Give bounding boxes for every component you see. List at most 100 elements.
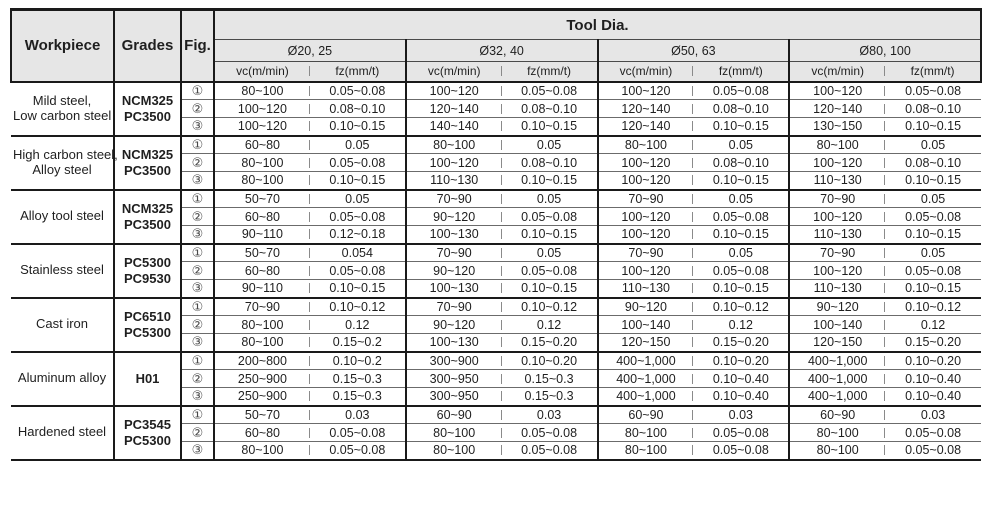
fz-value-cell: 0.05 <box>500 242 598 262</box>
fz-header: fz(mm/t) <box>692 61 790 83</box>
table-row: High carbon steel, Alloy steel NCM325 PC350… <box>11 134 981 190</box>
fz-value-cell: 0.05~0.08 <box>692 423 790 442</box>
vc-value-cell: 300~900 <box>404 350 502 370</box>
fig-cell: ② <box>180 423 214 442</box>
fz-value-cell: 0.12 <box>692 315 790 334</box>
fz-value-cell: 0.03 <box>692 404 790 424</box>
fig-cell: ② <box>180 261 214 280</box>
fz-value-cell: 0.15~0.20 <box>884 333 981 352</box>
fz-value-cell: 0.05 <box>884 134 981 154</box>
fz-value-cell: 0.10~0.40 <box>884 369 981 388</box>
cutting-conditions-page: Workpiece Grades Fig. Tool Dia. Ø20, 25 … <box>10 8 982 461</box>
fz-value-cell: 0.10~0.12 <box>500 296 598 316</box>
fz-value-cell: 0.05~0.08 <box>692 261 790 280</box>
vc-value-cell: 100~130 <box>404 225 502 244</box>
fz-value-cell: 0.10~0.15 <box>692 279 790 298</box>
vc-value-cell: 80~100 <box>213 153 310 172</box>
vc-value-cell: 120~140 <box>596 99 694 118</box>
vc-value-cell: 80~100 <box>404 134 502 154</box>
vc-value-cell: 90~120 <box>788 296 886 316</box>
fz-value-cell: 0.05~0.08 <box>884 207 981 226</box>
fz-value-cell: 0.08~0.10 <box>692 99 790 118</box>
fz-value-cell: 0.10~0.20 <box>692 350 790 370</box>
table-row: ③ 90~110 0.12~0.18 100~130 0.10~0.15 100~120 0… <box>11 225 981 244</box>
fz-value-cell: 0.05 <box>884 242 981 262</box>
fz-value-cell: 0.10~0.15 <box>308 117 406 136</box>
vc-value-cell: 100~120 <box>788 80 886 100</box>
fz-value-cell: 0.15~0.2 <box>308 333 406 352</box>
fig-cell: ① <box>180 242 214 262</box>
fz-value-cell: 0.10~0.15 <box>692 117 790 136</box>
fz-value-cell: 0.10~0.15 <box>692 225 790 244</box>
fz-header: fz(mm/t) <box>884 61 982 83</box>
vc-value-cell: 50~70 <box>213 242 310 262</box>
vc-value-cell: 90~120 <box>596 296 694 316</box>
table-row: Stainless steel PC5300 PC9530 ① 50~70 0.054 70… <box>11 242 981 298</box>
table-row: ② 80~100 0.05~0.08 100~120 0.08~0.10 100~120 0… <box>11 153 981 172</box>
fz-value-cell: 0.10~0.12 <box>308 296 406 316</box>
diameter-header-row: Ø20, 25 Ø32, 40 Ø50, 63 Ø80, 100 <box>11 39 982 62</box>
fz-value-cell: 0.08~0.10 <box>500 153 598 172</box>
vc-fz-header-row: vc(m/min) fz(mm/t) vc(m/min) fz(mm/t) vc… <box>11 61 982 83</box>
vc-value-cell: 70~90 <box>404 188 502 208</box>
fig-cell: ③ <box>180 225 214 244</box>
fig-cell: ③ <box>180 441 214 460</box>
fz-value-cell: 0.15~0.3 <box>308 369 406 388</box>
fig-cell: ① <box>180 296 214 316</box>
vc-value-cell: 80~100 <box>596 134 694 154</box>
fz-value-cell: 0.10~0.15 <box>500 171 598 190</box>
workpiece-cell: High carbon steel, Alloy steel <box>11 134 118 190</box>
table-row: ② 60~80 0.05~0.08 90~120 0.05~0.08 100~120 0.0… <box>11 261 981 280</box>
vc-value-cell: 90~120 <box>404 207 502 226</box>
vc-value-cell: 120~140 <box>596 117 694 136</box>
vc-value-cell: 100~120 <box>788 261 886 280</box>
fz-value-cell: 0.15~0.3 <box>500 387 598 406</box>
workpiece-cell: Hardened steel <box>11 404 114 460</box>
vc-header: vc(m/min) <box>788 61 886 83</box>
vc-header: vc(m/min) <box>404 61 502 83</box>
fz-value-cell: 0.10~0.15 <box>308 279 406 298</box>
workpiece-cell: Cast iron <box>11 296 114 352</box>
vc-value-cell: 80~100 <box>404 423 502 442</box>
vc-value-cell: 100~130 <box>404 333 502 352</box>
fz-value-cell: 0.05~0.08 <box>692 207 790 226</box>
vc-value-cell: 400~1,000 <box>596 350 694 370</box>
fz-value-cell: 0.05~0.08 <box>884 441 981 460</box>
fz-value-cell: 0.08~0.10 <box>884 99 981 118</box>
vc-value-cell: 130~150 <box>788 117 886 136</box>
workpiece-cell: Aluminum alloy <box>11 350 114 406</box>
fz-header: fz(mm/t) <box>500 61 598 83</box>
fz-header: fz(mm/t) <box>308 61 406 83</box>
vc-value-cell: 120~150 <box>596 333 694 352</box>
diameter-header-50-63: Ø50, 63 <box>596 39 790 62</box>
vc-value-cell: 60~80 <box>213 423 310 442</box>
fig-column-header: Fig. <box>180 9 214 83</box>
fz-value-cell: 0.10~0.40 <box>884 387 981 406</box>
vc-value-cell: 200~800 <box>213 350 310 370</box>
table-header: Workpiece Grades Fig. Tool Dia. Ø20, 25 … <box>10 9 982 83</box>
table-body: Mild steel, Low carbon steel NCM325 PC3500 ①… <box>11 80 981 460</box>
vc-value-cell: 70~90 <box>404 296 502 316</box>
vc-value-cell: 80~100 <box>213 333 310 352</box>
fz-value-cell: 0.08~0.10 <box>692 153 790 172</box>
fig-cell: ② <box>180 369 214 388</box>
table-row: ③ 90~110 0.10~0.15 100~130 0.10~0.15 110~130 0… <box>11 279 981 298</box>
vc-value-cell: 70~90 <box>788 242 886 262</box>
vc-value-cell: 90~110 <box>213 279 310 298</box>
fz-value-cell: 0.05~0.08 <box>884 261 981 280</box>
vc-value-cell: 80~100 <box>788 423 886 442</box>
fz-value-cell: 0.05~0.08 <box>308 423 406 442</box>
fz-value-cell: 0.12 <box>500 315 598 334</box>
grades-cell: NCM325 PC3500 <box>113 134 181 190</box>
fz-value-cell: 0.05~0.08 <box>692 441 790 460</box>
fz-value-cell: 0.10~0.40 <box>692 387 790 406</box>
workpiece-cell: Alloy tool steel <box>11 188 114 244</box>
vc-value-cell: 100~120 <box>596 80 694 100</box>
fig-cell: ② <box>180 207 214 226</box>
fz-value-cell: 0.05~0.08 <box>308 80 406 100</box>
fz-value-cell: 0.12~0.18 <box>308 225 406 244</box>
workpiece-cell: Stainless steel <box>11 242 114 298</box>
vc-value-cell: 100~120 <box>404 153 502 172</box>
vc-value-cell: 120~140 <box>788 99 886 118</box>
fig-cell: ③ <box>180 387 214 406</box>
